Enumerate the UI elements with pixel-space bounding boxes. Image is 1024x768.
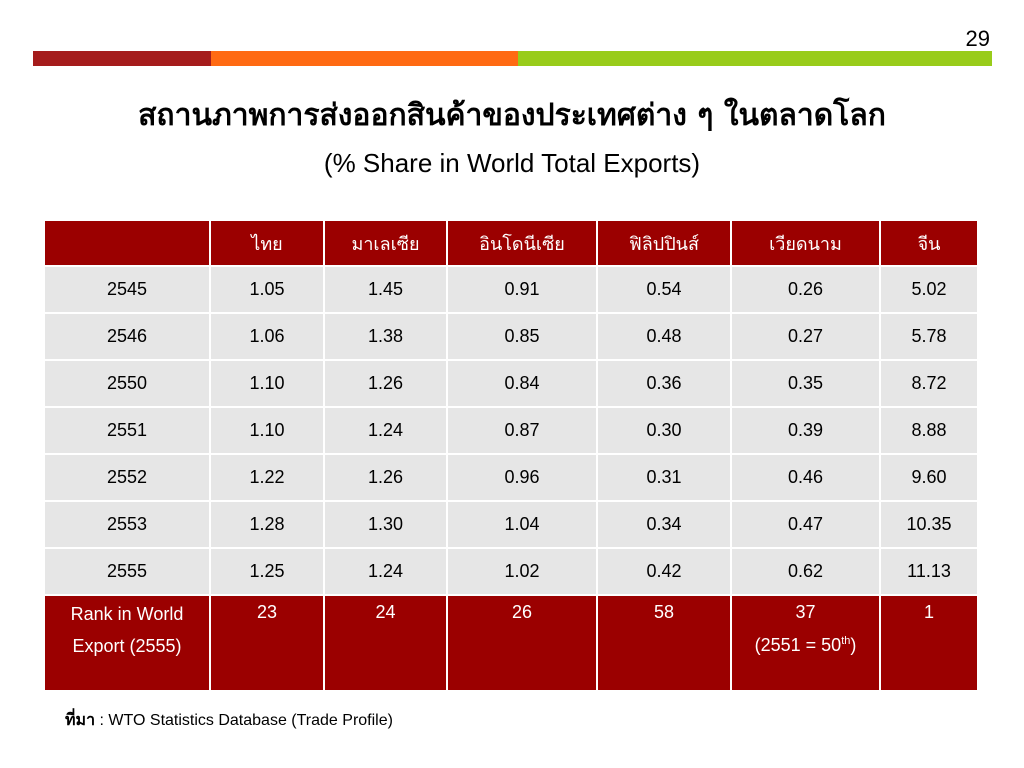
table-cell: 1.02 — [446, 547, 598, 596]
rank-cell-thailand: 23 — [209, 594, 325, 692]
table-cell: 1.04 — [446, 500, 598, 549]
header-cell-philippines: ฟิลิปปินส์ — [596, 219, 732, 267]
table-cell: 0.30 — [596, 406, 732, 455]
table-cell: 1.38 — [323, 312, 448, 361]
table-cell: 0.91 — [446, 265, 598, 314]
table-cell: 8.88 — [879, 406, 979, 455]
accent-bar-red — [33, 51, 211, 66]
table-row: 2546 1.06 1.38 0.85 0.48 0.27 5.78 — [43, 312, 979, 361]
year-cell: 2546 — [43, 312, 211, 361]
table-cell: 0.96 — [446, 453, 598, 502]
table-cell: 1.25 — [209, 547, 325, 596]
table-cell: 0.84 — [446, 359, 598, 408]
table-row: 2555 1.25 1.24 1.02 0.42 0.62 11.13 — [43, 547, 979, 596]
table-cell: 5.02 — [879, 265, 979, 314]
table-cell: 1.30 — [323, 500, 448, 549]
rank-note-prefix: (2551 = 50 — [754, 635, 842, 655]
rank-cell-china: 1 — [879, 594, 979, 692]
year-cell: 2555 — [43, 547, 211, 596]
table-cell: 1.26 — [323, 453, 448, 502]
rank-cell-malaysia: 24 — [323, 594, 448, 692]
table-cell: 1.10 — [209, 359, 325, 408]
header-cell-indonesia: อินโดนีเซีย — [446, 219, 598, 267]
rank-note-sup: th — [841, 635, 851, 647]
table-cell: 11.13 — [879, 547, 979, 596]
table-cell: 0.34 — [596, 500, 732, 549]
page-number: 29 — [965, 26, 990, 51]
source-note: ที่มา : WTO Statistics Database (Trade P… — [65, 708, 393, 733]
header-cell-china: จีน — [879, 219, 979, 267]
rank-label-line2: Export (2555) — [72, 636, 182, 656]
table-row: 2550 1.10 1.26 0.84 0.36 0.35 8.72 — [43, 359, 979, 408]
slide-title: สถานภาพการส่งออกสินค้าของประเทศต่าง ๆ ใน… — [138, 98, 886, 133]
table-cell: 1.10 — [209, 406, 325, 455]
table-cell: 0.62 — [730, 547, 881, 596]
accent-bar-green — [518, 51, 992, 66]
rank-cell-vietnam: 37 (2551 = 50th) — [730, 594, 881, 692]
table-cell: 0.48 — [596, 312, 732, 361]
table-cell: 0.31 — [596, 453, 732, 502]
table-cell: 0.39 — [730, 406, 881, 455]
accent-bar-orange — [211, 51, 518, 66]
year-cell: 2551 — [43, 406, 211, 455]
table-cell: 0.46 — [730, 453, 881, 502]
table-row: 2552 1.22 1.26 0.96 0.31 0.46 9.60 — [43, 453, 979, 502]
header-cell-vietnam: เวียดนาม — [730, 219, 881, 267]
table-cell: 9.60 — [879, 453, 979, 502]
table-cell: 1.24 — [323, 406, 448, 455]
source-text: : WTO Statistics Database (Trade Profile… — [95, 712, 393, 729]
table-cell: 0.42 — [596, 547, 732, 596]
table-cell: 1.05 — [209, 265, 325, 314]
table-cell: 0.35 — [730, 359, 881, 408]
table-cell: 0.26 — [730, 265, 881, 314]
table-row: 2551 1.10 1.24 0.87 0.30 0.39 8.88 — [43, 406, 979, 455]
table-row: 2553 1.28 1.30 1.04 0.34 0.47 10.35 — [43, 500, 979, 549]
rank-value: 37 — [795, 602, 816, 622]
rank-label-cell: Rank in World Export (2555) — [43, 594, 211, 692]
year-cell: 2552 — [43, 453, 211, 502]
table-cell: 1.22 — [209, 453, 325, 502]
year-cell: 2550 — [43, 359, 211, 408]
rank-row: Rank in World Export (2555) 23 24 26 58 … — [43, 594, 979, 692]
table-row: 2545 1.05 1.45 0.91 0.54 0.26 5.02 — [43, 265, 979, 314]
table-cell: 10.35 — [879, 500, 979, 549]
table-cell: 0.36 — [596, 359, 732, 408]
rank-cell-indonesia: 26 — [446, 594, 598, 692]
source-label: ที่มา — [65, 710, 96, 729]
table-cell: 0.85 — [446, 312, 598, 361]
table-cell: 1.26 — [323, 359, 448, 408]
header-cell-thailand: ไทย — [209, 219, 325, 267]
table-header-row: ไทย มาเลเซีย อินโดนีเซีย ฟิลิปปินส์ เวีย… — [43, 219, 979, 267]
table-cell: 1.45 — [323, 265, 448, 314]
table-cell: 5.78 — [879, 312, 979, 361]
rank-label-line1: Rank in World — [70, 604, 184, 624]
slide-subtitle: (% Share in World Total Exports) — [323, 148, 701, 178]
header-cell-empty — [43, 219, 211, 267]
table-cell: 0.87 — [446, 406, 598, 455]
header-cell-malaysia: มาเลเซีย — [323, 219, 448, 267]
table-cell: 1.24 — [323, 547, 448, 596]
rank-cell-philippines: 58 — [596, 594, 732, 692]
table-cell: 8.72 — [879, 359, 979, 408]
table-cell: 1.28 — [209, 500, 325, 549]
rank-note-suffix: ) — [850, 635, 857, 655]
table-cell: 0.27 — [730, 312, 881, 361]
table-cell: 0.47 — [730, 500, 881, 549]
export-share-table: ไทย มาเลเซีย อินโดนีเซีย ฟิลิปปินส์ เวีย… — [43, 219, 979, 692]
year-cell: 2545 — [43, 265, 211, 314]
table-cell: 0.54 — [596, 265, 732, 314]
year-cell: 2553 — [43, 500, 211, 549]
table-cell: 1.06 — [209, 312, 325, 361]
rank-note: (2551 = 50th) — [755, 635, 857, 655]
